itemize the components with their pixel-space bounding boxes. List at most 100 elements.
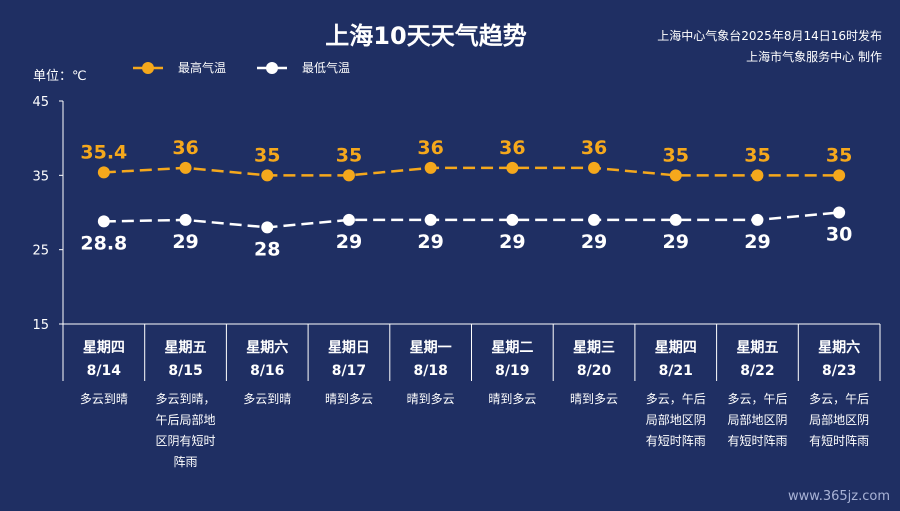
date-label: 8/23 [822,363,856,379]
weather-description: 多云到晴 [80,392,128,406]
data-label-high: 35 [663,144,689,166]
legend-high-marker [142,62,154,74]
data-label-low: 29 [499,231,525,253]
data-label-high: 36 [581,137,607,159]
weather-description: 午后局部地 [156,412,216,427]
data-point-low [424,213,437,226]
data-point-low [97,215,110,228]
legend: 最高气温 最低气温 [133,60,350,75]
date-label: 8/21 [659,363,693,379]
legend-low-marker [266,62,278,74]
date-label: 8/16 [250,363,284,379]
weekday-label: 星期五 [736,340,778,356]
weather-description: 区阴有短时 [156,434,216,448]
legend-high-label: 最高气温 [178,60,226,75]
watermark: www.365jz.com [788,489,890,504]
y-tick-label: 25 [32,244,49,259]
data-label-high: 35 [336,144,362,166]
data-label-low: 29 [336,231,362,253]
data-point-low [179,213,192,226]
data-label-high: 35 [826,144,852,166]
data-label-low: 29 [581,231,607,253]
data-label-high: 36 [172,137,198,159]
weekday-label: 星期六 [246,339,288,356]
weather-description: 局部地区阴 [646,412,706,427]
data-label-high: 35 [744,144,770,166]
y-axis-unit-label: 单位：℃ [33,69,87,84]
data-point-high [833,169,846,182]
data-label-low: 29 [417,231,443,253]
data-point-high [261,169,274,182]
weather-description: 晴到多云 [488,392,536,406]
data-point-low [342,213,355,226]
chart-title: 上海10天天气趋势 [325,22,526,50]
weekday-label: 星期四 [83,340,125,356]
weather-description: 多云到晴， [156,392,216,406]
weather-description: 晴到多云 [407,392,455,406]
date-label: 8/17 [332,363,366,379]
weather-description: 有短时阵雨 [727,434,787,448]
series-line-low [103,211,840,229]
data-label-high: 35 [254,144,280,166]
legend-low-label: 最低气温 [302,60,350,75]
plot-area: 15 25 35 45 星期四 8/14 多云到晴 星期五 8/15 多云到晴， 午后局部地区阴有短… [32,95,881,469]
data-point-high [97,166,110,179]
data-point-high [669,169,682,182]
data-point-high [179,161,192,174]
weekday-label: 星期六 [818,339,860,356]
y-tick-label: 35 [32,169,49,184]
weather-description: 阵雨 [174,455,198,469]
weather-description: 有短时阵雨 [809,434,869,448]
y-tick-label: 15 [32,318,49,333]
weekday-label: 星期一 [410,340,452,356]
weekday-label: 星期日 [328,340,370,356]
legend-item-high[interactable]: 最高气温 [133,60,226,75]
date-label: 8/20 [577,363,612,379]
date-label: 8/14 [87,363,122,379]
data-point-low [751,213,764,226]
data-label-low: 29 [172,231,198,253]
data-label-high: 36 [417,137,443,159]
y-tick-label: 45 [32,95,49,110]
data-point-low [506,213,519,226]
weather-description: 多云，午后 [809,392,869,406]
data-point-high [506,161,519,174]
data-label-high: 35.4 [80,141,127,163]
data-point-low [833,206,846,219]
series-line-high [103,166,840,177]
weather-description: 晴到多云 [570,392,618,406]
weather-description: 多云到晴 [243,392,291,406]
date-label: 8/18 [413,363,447,379]
weekday-label: 星期四 [655,340,697,356]
data-point-high [751,169,764,182]
data-label-low: 28.8 [80,232,127,254]
weather-description: 多云，午后 [727,392,787,406]
data-point-high [424,161,437,174]
data-label-low: 29 [744,231,770,253]
weekday-label: 星期三 [573,340,615,356]
weather-description: 局部地区阴 [809,412,869,427]
data-point-low [669,213,682,226]
data-label-low: 28 [254,238,280,260]
data-label-low: 29 [663,231,689,253]
weekday-label: 星期五 [165,340,207,356]
data-point-high [588,161,601,174]
weather-description: 晴到多云 [325,392,373,406]
publisher-line-2: 上海市气象服务中心 制作 [746,49,882,64]
weather-description: 局部地区阴 [727,412,787,427]
date-label: 8/15 [168,363,202,379]
data-point-low [261,221,274,234]
data-label-low: 30 [826,224,852,246]
publisher-line-1: 上海中心气象台2025年8月14日16时发布 [657,28,882,43]
data-label-high: 36 [499,137,525,159]
weather-description: 有短时阵雨 [646,434,706,448]
data-point-high [342,169,355,182]
legend-item-low[interactable]: 最低气温 [257,60,350,75]
date-label: 8/19 [495,363,529,379]
data-point-low [588,213,601,226]
weekday-label: 星期二 [491,340,533,356]
weather-description: 多云，午后 [646,392,706,406]
date-label: 8/22 [740,363,774,379]
